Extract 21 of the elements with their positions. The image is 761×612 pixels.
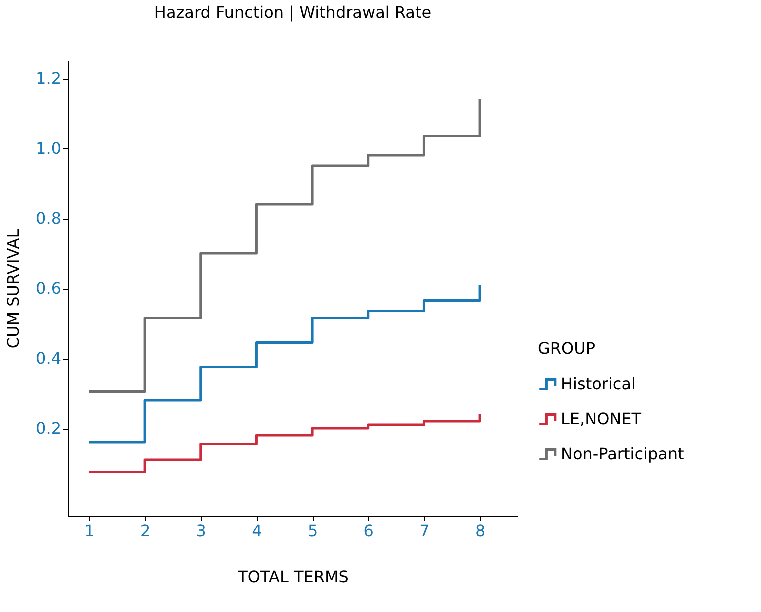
y-tick-label: 0.4 xyxy=(36,349,62,368)
legend-title: GROUP xyxy=(538,339,596,358)
x-tick-label: 1 xyxy=(84,522,95,540)
y-tick-label: 0.6 xyxy=(36,279,62,298)
legend-label: Historical xyxy=(561,374,636,394)
legend-label: LE,NONET xyxy=(561,410,642,428)
x-tick-label: 2 xyxy=(140,522,151,540)
x-axis-title: TOTAL TERMS xyxy=(237,568,349,586)
x-tick-label: 5 xyxy=(308,522,318,540)
x-tick-label: 8 xyxy=(475,522,486,540)
y-tick-label: 0.8 xyxy=(36,209,62,228)
y-tick-label: 1.2 xyxy=(36,69,62,88)
x-tick-label: 6 xyxy=(364,522,374,540)
chart-title: Hazard Function | Withdrawal Rate xyxy=(154,3,432,22)
y-axis-title: CUM SURVIVAL xyxy=(4,229,24,349)
y-tick-label: 0.2 xyxy=(36,419,62,438)
x-tick-label: 3 xyxy=(196,522,206,540)
x-tick-label: 4 xyxy=(252,522,262,540)
y-tick-label: 1.0 xyxy=(36,139,62,158)
x-tick-label: 7 xyxy=(420,522,430,540)
legend-label: Non-Participant xyxy=(561,444,684,464)
